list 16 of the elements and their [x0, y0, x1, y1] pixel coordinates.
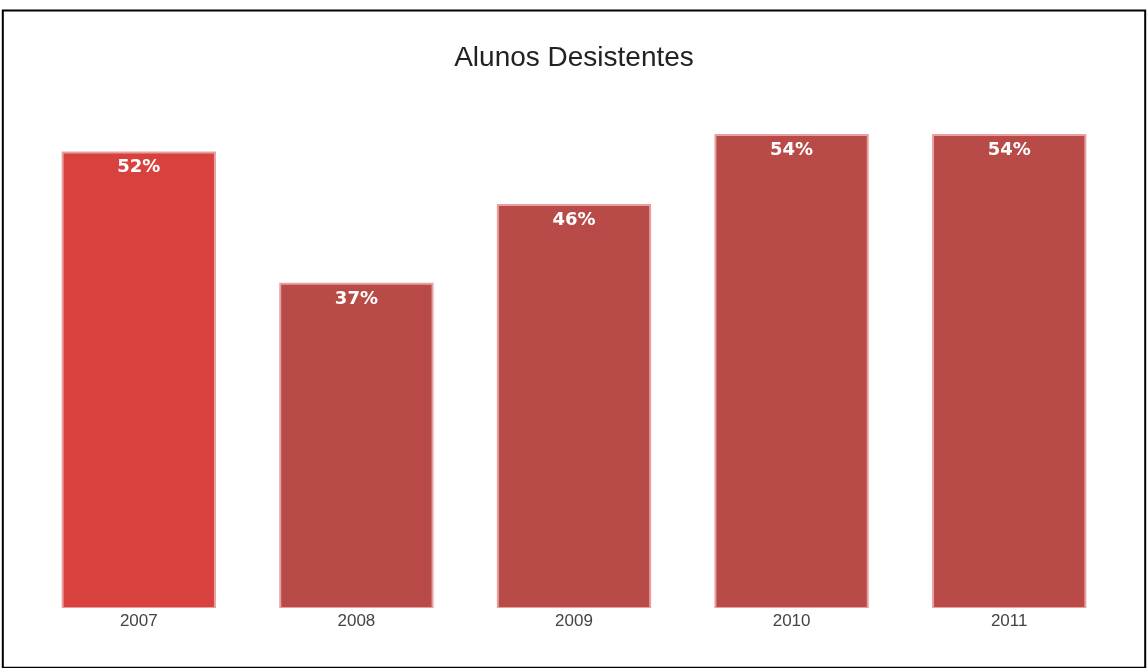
- bar: [714, 133, 869, 608]
- bar: [61, 151, 216, 608]
- chart-title: Alunos Desistentes: [454, 41, 694, 73]
- bar: [279, 282, 434, 608]
- data-label: 37%: [334, 286, 378, 308]
- data-label: 46%: [552, 207, 596, 229]
- x-tick-label: 2008: [337, 611, 376, 630]
- x-tick-label: 2011: [990, 611, 1028, 630]
- bar: [932, 133, 1087, 608]
- bar: [496, 203, 652, 608]
- x-tick-label: 2009: [555, 611, 593, 630]
- x-tick-label: 2007: [119, 611, 158, 630]
- data-label: 52%: [117, 155, 161, 177]
- x-tick-label: 2010: [772, 611, 811, 630]
- data-label: 54%: [987, 137, 1031, 159]
- data-label: 54%: [770, 137, 814, 159]
